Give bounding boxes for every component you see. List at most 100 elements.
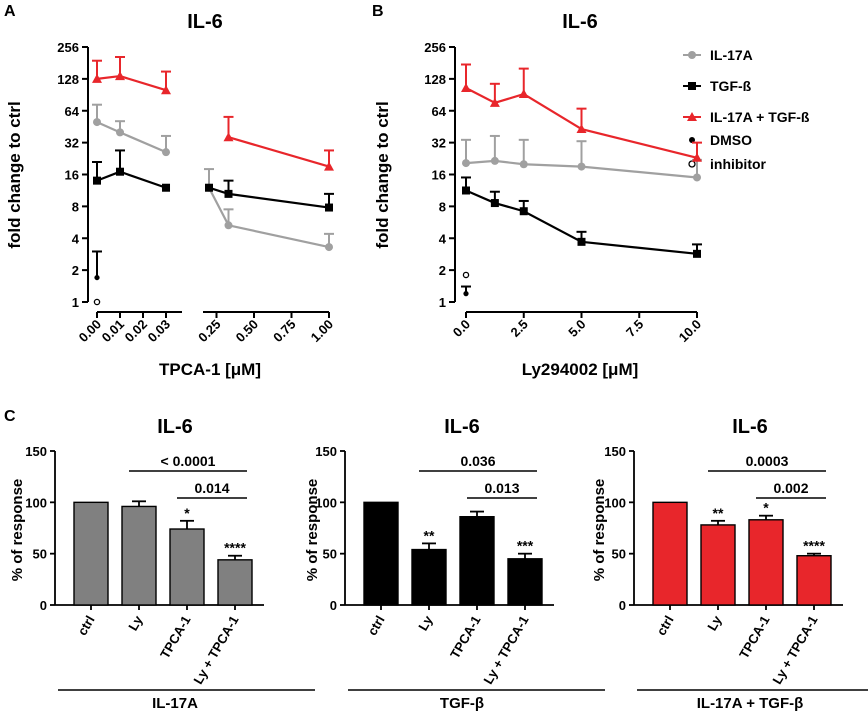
bar-il17a-xtick-label: Ly + TPCA-1	[190, 613, 241, 687]
bar-tgfb-xtick-label: TPCA-1	[447, 613, 483, 661]
panel-a-xtick-label: 0.01	[99, 317, 128, 346]
bar3-ylabel: % of response	[591, 479, 608, 582]
panel-label-c: C	[4, 408, 16, 425]
legend-label-inhibitor: inhibitor	[710, 156, 767, 172]
bar-combo-xtick-label: ctrl	[653, 613, 676, 638]
bar-il17a-bar	[121, 505, 157, 606]
panel-a-extra-point-dmso	[94, 274, 100, 281]
bar2-group-label: TGF-β	[440, 695, 484, 712]
panel-b-xtick-label: 5.0	[565, 317, 588, 340]
panel-b-title: IL-6	[562, 11, 598, 33]
panel-a-ytick-label: 128	[57, 72, 79, 87]
panel-b-xtick-label: 2.5	[507, 317, 530, 340]
panel-a-ytick-label: 32	[65, 136, 79, 151]
bar-combo-bar	[796, 555, 832, 606]
panel-a-s1-point	[162, 183, 171, 192]
panel-a-s1-point	[205, 183, 213, 192]
bar-tgfb-ytick-label: 150	[315, 444, 337, 459]
bar-combo-bar	[748, 519, 784, 606]
panel-a-s0-point	[162, 148, 171, 157]
panel-a-s2-line	[96, 74, 167, 92]
legend-label-dmso: DMSO	[710, 132, 752, 148]
panel-a-ytick-label: 2	[72, 263, 79, 278]
bar-tgfb-xtick-label: Ly	[415, 612, 436, 633]
panel-a-s2-line	[228, 136, 330, 168]
bar-combo-ytick-label: 0	[619, 598, 626, 613]
bar-combo-ytick-label: 150	[604, 444, 626, 459]
panel-a-xtick-label: 0.75	[270, 317, 299, 346]
bar-il17a-bar	[169, 528, 205, 606]
bar-tgfb-comparison-pvalue: 0.013	[484, 480, 519, 496]
panel-a-ytick-label: 4	[72, 231, 80, 246]
panel-a-ytick-label: 1	[72, 295, 79, 310]
panel-a-xtick-label: 0.02	[122, 317, 151, 346]
bar3-group-label: IL-17A + TGF-β	[697, 695, 804, 712]
panel-a-s1-point	[224, 189, 233, 198]
panel-a-s2-point	[324, 161, 334, 171]
panel-b-s2-point	[692, 152, 702, 162]
bar-tgfb-bar	[363, 501, 399, 606]
panel-a-s2-point	[92, 73, 102, 83]
legend-label-tgfb: TGF-ß	[710, 78, 752, 94]
panel-a-s0-point	[116, 128, 125, 137]
panel-a-xtick-label: 0.00	[76, 317, 105, 346]
bar-tgfb-xtick-label: Ly + TPCA-1	[480, 613, 531, 687]
panel-a-xtick-label: 0.50	[233, 317, 262, 346]
panel-b-ytick-label: 2	[439, 263, 446, 278]
bar-il17a-comparison-pvalue: 0.014	[194, 480, 229, 496]
panel-b-s1-point	[693, 249, 701, 258]
panel-b-extra-point-inhibitor	[462, 271, 470, 279]
bar-combo-bar	[652, 501, 688, 606]
panel-b-s1-point	[490, 199, 499, 208]
bar-tgfb-bar	[459, 516, 495, 606]
bar-tgfb-xtick-label: ctrl	[364, 613, 387, 638]
panel-a-s0-point	[224, 221, 233, 230]
panel-b-ytick-label: 4	[439, 231, 447, 246]
bar-combo-xtick-label: Ly + TPCA-1	[769, 613, 820, 687]
bar-tgfb-bar	[411, 548, 447, 606]
panel-b-ylabel: fold change to ctrl	[373, 101, 392, 248]
panel-a-s0-point	[93, 118, 101, 127]
bar2-title: IL-6	[444, 416, 480, 438]
bar-il17a-xtick-label: ctrl	[74, 613, 97, 638]
panel-b-extra-point-dmso	[463, 291, 469, 297]
panel-b-ytick-label: 64	[432, 104, 447, 119]
panel-b-s0-point	[462, 159, 470, 168]
legend-circle-icon	[688, 51, 696, 59]
bar-combo-xtick-label: TPCA-1	[736, 613, 772, 661]
panel-a-extra-point-inhibitor	[93, 298, 101, 306]
bar-il17a-ytick-label: 0	[40, 598, 47, 613]
panel-b-s1-point	[519, 207, 528, 216]
panel-a-s1-point	[93, 176, 101, 185]
panel-a-xlabel: TPCA-1 [μM]	[159, 360, 261, 379]
bar-combo-significance: *	[763, 500, 769, 516]
panel-a-xtick-label: 0.25	[195, 317, 224, 346]
bar3-title: IL-6	[732, 416, 768, 438]
bar-il17a-bar	[73, 501, 109, 606]
panel-b-s0-point	[577, 162, 586, 171]
panel-b-s0-point	[519, 160, 528, 169]
panel-label-b: B	[372, 3, 384, 20]
bar-il17a-comparison-pvalue: < 0.0001	[161, 453, 216, 469]
bar-tgfb-ytick-label: 100	[315, 495, 337, 510]
panel-a-s0-line	[96, 121, 167, 154]
panel-a-s2-point	[115, 71, 126, 81]
panel-a-xtick-label: 1.00	[308, 317, 337, 346]
panel-b-ytick-label: 16	[432, 168, 446, 183]
panel-b-s2-point	[461, 82, 471, 92]
panel-a-ytick-label: 64	[65, 104, 80, 119]
legend-label-il17a: IL-17A	[710, 47, 753, 63]
panel-a-title: IL-6	[187, 11, 223, 33]
panel-b-s1-point	[577, 237, 586, 246]
panel-b-xlabel: Ly294002 [μM]	[522, 360, 639, 379]
panel-b-s2-point	[518, 89, 529, 99]
bar-combo-bar	[700, 524, 736, 606]
bar-tgfb-significance: ***	[517, 538, 534, 554]
bar-il17a-ytick-label: 50	[33, 547, 47, 562]
legend-square-icon	[688, 82, 696, 90]
bar-combo-xtick-label: Ly	[704, 612, 725, 633]
panel-a-ytick-label: 256	[57, 40, 79, 55]
legend-dot-icon	[689, 137, 695, 143]
bar-il17a-ytick-label: 100	[25, 495, 47, 510]
